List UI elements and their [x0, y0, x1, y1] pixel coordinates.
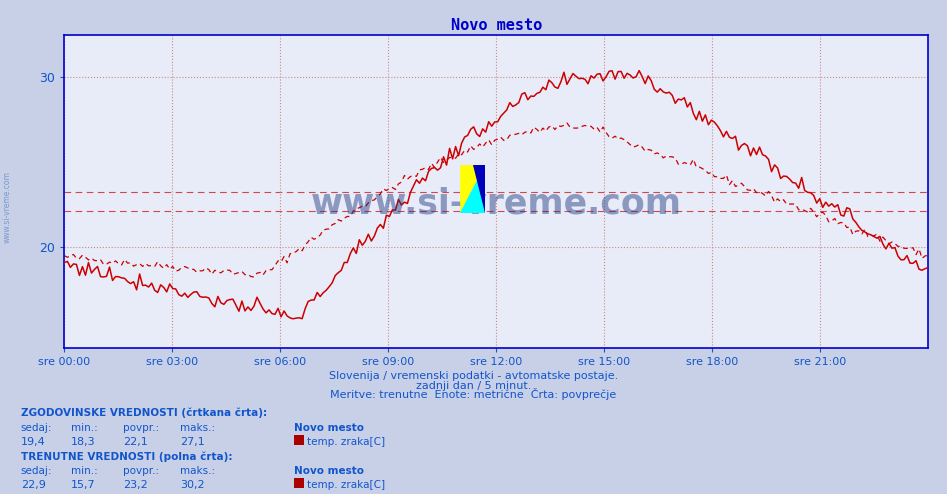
Text: www.si-vreme.com: www.si-vreme.com — [3, 171, 12, 244]
Title: Novo mesto: Novo mesto — [451, 18, 542, 34]
Text: 22,9: 22,9 — [21, 480, 45, 490]
Text: sedaj:: sedaj: — [21, 423, 52, 433]
Text: 15,7: 15,7 — [71, 480, 96, 490]
Text: povpr.:: povpr.: — [123, 466, 159, 476]
Text: 18,3: 18,3 — [71, 437, 96, 447]
Text: 23,2: 23,2 — [123, 480, 148, 490]
Text: sedaj:: sedaj: — [21, 466, 52, 476]
Text: Novo mesto: Novo mesto — [294, 466, 364, 476]
Text: temp. zraka[C]: temp. zraka[C] — [307, 480, 384, 490]
Text: 30,2: 30,2 — [180, 480, 205, 490]
Polygon shape — [473, 165, 486, 212]
Text: www.si-vreme.com: www.si-vreme.com — [311, 187, 682, 221]
Text: TRENUTNE VREDNOSTI (polna črta):: TRENUTNE VREDNOSTI (polna črta): — [21, 452, 232, 462]
Text: 19,4: 19,4 — [21, 437, 45, 447]
Text: maks.:: maks.: — [180, 466, 215, 476]
Text: min.:: min.: — [71, 466, 98, 476]
Text: Meritve: trenutne  Enote: metrične  Črta: povprečje: Meritve: trenutne Enote: metrične Črta: … — [331, 388, 616, 400]
Text: Novo mesto: Novo mesto — [294, 423, 364, 433]
Polygon shape — [460, 165, 486, 212]
Text: min.:: min.: — [71, 423, 98, 433]
Text: 27,1: 27,1 — [180, 437, 205, 447]
Text: 22,1: 22,1 — [123, 437, 148, 447]
Text: maks.:: maks.: — [180, 423, 215, 433]
Text: ZGODOVINSKE VREDNOSTI (črtkana črta):: ZGODOVINSKE VREDNOSTI (črtkana črta): — [21, 408, 267, 418]
Text: Slovenija / vremenski podatki - avtomatske postaje.: Slovenija / vremenski podatki - avtomats… — [329, 371, 618, 381]
Polygon shape — [460, 165, 486, 212]
Text: zadnji dan / 5 minut.: zadnji dan / 5 minut. — [416, 381, 531, 391]
Text: temp. zraka[C]: temp. zraka[C] — [307, 437, 384, 447]
Text: povpr.:: povpr.: — [123, 423, 159, 433]
